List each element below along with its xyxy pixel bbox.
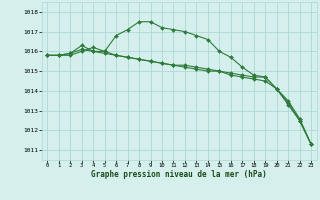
- X-axis label: Graphe pression niveau de la mer (hPa): Graphe pression niveau de la mer (hPa): [91, 170, 267, 179]
